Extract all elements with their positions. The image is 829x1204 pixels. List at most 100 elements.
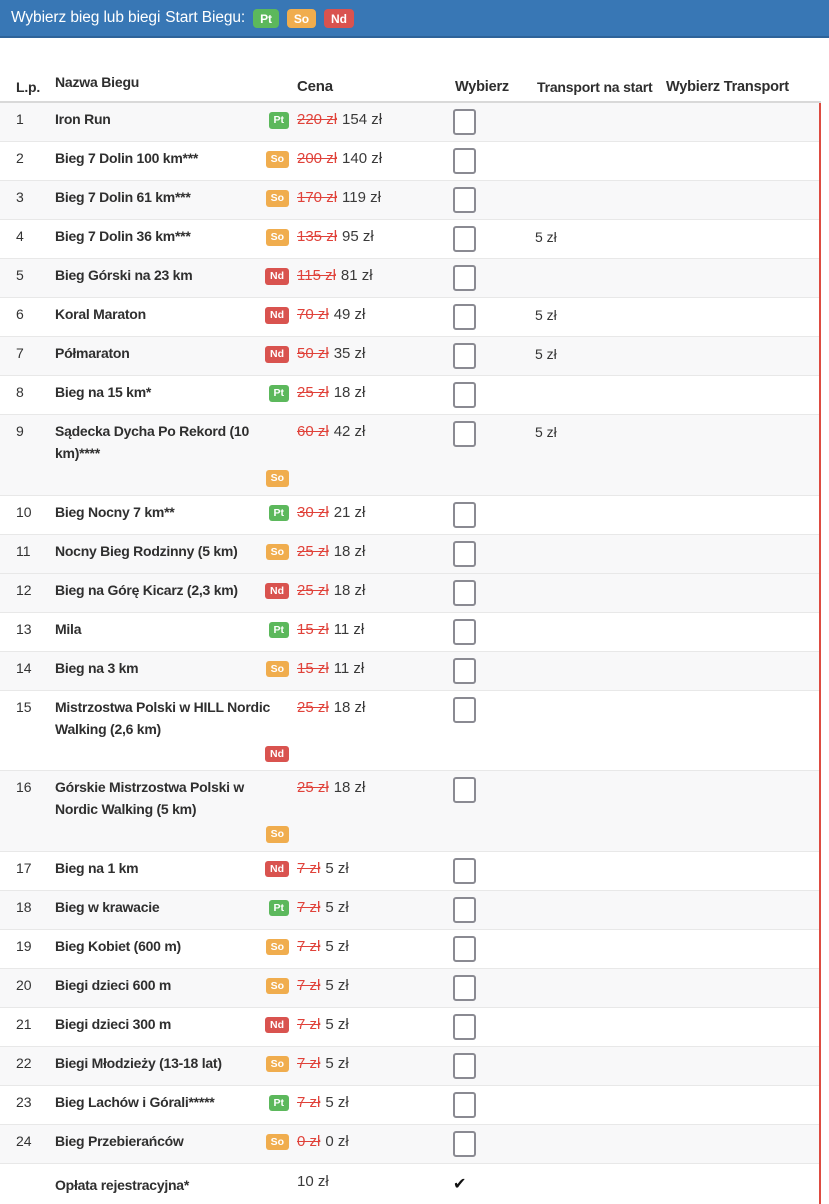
- select-race-checkbox[interactable]: [453, 109, 476, 135]
- select-race-checkbox[interactable]: [453, 187, 476, 213]
- transport-select-cell: [666, 852, 821, 890]
- current-price: 21 zł: [333, 503, 366, 521]
- select-race-checkbox[interactable]: [453, 226, 476, 252]
- race-name: Bieg Przebierańców: [55, 1132, 184, 1149]
- transport-price: [535, 574, 666, 612]
- select-race-checkbox[interactable]: [453, 382, 476, 408]
- race-row: 15 Mistrzostwa Polski w HILL Nordic Walki…: [0, 689, 821, 771]
- transport-price: [535, 930, 666, 968]
- transport-price: [535, 771, 666, 851]
- price-cell: 25 zł 18 zł: [297, 574, 453, 612]
- select-race-checkbox[interactable]: [453, 304, 476, 330]
- current-price: 11 zł: [333, 659, 365, 677]
- day-badge-so: So: [286, 8, 317, 28]
- select-race-checkbox[interactable]: [453, 1052, 476, 1079]
- current-price: 154 zł: [342, 111, 383, 128]
- fee-price: 10 zł: [297, 1172, 329, 1190]
- race-row: 7 Półmaraton Nd 50 zł 35 zł 5 zł: [0, 336, 819, 375]
- race-name-cell: Bieg Nocny 7 km** Pt: [55, 496, 297, 534]
- transport-price: [535, 496, 666, 534]
- race-day-badge-pt: Pt: [268, 1094, 289, 1111]
- price-cell: 15 zł 11 zł: [297, 652, 453, 690]
- select-race-checkbox[interactable]: [453, 501, 476, 528]
- row-number: 7: [16, 345, 24, 361]
- transport-price: [535, 891, 666, 929]
- select-race-checkbox[interactable]: [453, 540, 476, 567]
- current-price: 119 zł: [342, 189, 381, 206]
- race-row: 3 Bieg 7 Dolin 61 km*** So 170 zł 119 zł: [0, 180, 819, 219]
- row-number: 5: [16, 267, 24, 283]
- select-race-checkbox[interactable]: [453, 896, 476, 923]
- race-day-badge-nd: Nd: [265, 307, 289, 324]
- current-price: 18 zł: [333, 542, 366, 560]
- race-name: Bieg na 15 km*: [55, 384, 152, 400]
- row-number: 11: [16, 542, 31, 559]
- select-race-checkbox[interactable]: [453, 1013, 476, 1040]
- transport-select-cell: [666, 1125, 821, 1163]
- transport-price: [535, 691, 666, 771]
- transport-select-cell: [666, 691, 821, 771]
- race-name-cell: Półmaraton Nd: [55, 337, 297, 375]
- select-race-checkbox[interactable]: [453, 777, 476, 803]
- race-day-badge-so: So: [265, 977, 289, 994]
- old-price: 7 zł: [297, 1015, 321, 1033]
- select-race-checkbox[interactable]: [453, 935, 476, 962]
- price-cell: 50 zł 35 zł: [297, 337, 453, 375]
- race-name-cell: Bieg 7 Dolin 100 km*** So: [55, 142, 297, 180]
- transport-select-cell: [666, 1047, 821, 1085]
- transport-select-cell: [666, 771, 821, 851]
- row-number: 17: [16, 859, 32, 876]
- select-race-checkbox[interactable]: [453, 1130, 476, 1157]
- row-number: 4: [16, 228, 24, 244]
- race-name-cell: Bieg 7 Dolin 36 km*** So: [55, 220, 297, 258]
- old-price: 7 zł: [297, 1054, 321, 1072]
- price-cell: 70 zł 49 zł: [297, 298, 453, 336]
- row-number: 23: [16, 1093, 32, 1110]
- select-cell: [453, 1086, 535, 1124]
- registration-fee-row: Opłata rejestracyjna* 10 zł ✔: [0, 1162, 819, 1204]
- price-cell: 25 zł 18 zł: [297, 376, 453, 414]
- race-day-badge-so: So: [265, 938, 289, 955]
- select-race-checkbox[interactable]: [453, 148, 476, 174]
- column-header-wybierz-transport: Wybierz Transport: [666, 79, 789, 95]
- current-price: 5 zł: [325, 937, 349, 955]
- race-name-cell: Bieg Kobiet (600 m) So: [55, 930, 297, 968]
- price-cell: 25 zł 18 zł: [297, 535, 453, 573]
- checkmark-icon: ✔: [453, 1175, 467, 1193]
- race-day-badge-so: So: [265, 151, 289, 168]
- select-cell: [453, 969, 535, 1007]
- transport-select-cell: [666, 220, 821, 258]
- transport-price: 5 zł: [535, 424, 557, 440]
- select-race-checkbox[interactable]: [453, 696, 476, 723]
- select-race-checkbox[interactable]: [453, 579, 476, 606]
- price-cell: 7 zł 5 zł: [297, 930, 453, 968]
- race-name-cell: Bieg na 3 km So: [55, 652, 297, 690]
- race-name-cell: Bieg na 15 km* Pt: [55, 376, 297, 414]
- race-name: Bieg Kobiet (600 m): [55, 937, 181, 954]
- race-name: Bieg Górski na 23 km: [55, 267, 193, 283]
- race-day-badge-so: So: [265, 1055, 289, 1072]
- old-price: 25 zł: [297, 542, 329, 560]
- race-row: 13 Mila Pt 15 zł 11 zł: [0, 611, 819, 651]
- select-cell: [453, 1008, 535, 1046]
- old-price: 170 zł: [297, 189, 338, 206]
- select-race-checkbox[interactable]: [453, 343, 476, 369]
- transport-price: [535, 969, 666, 1007]
- select-race-checkbox[interactable]: [453, 1091, 476, 1118]
- transport-price: [535, 142, 666, 180]
- race-name: Mila: [55, 620, 82, 637]
- select-race-checkbox[interactable]: [453, 657, 476, 684]
- select-race-checkbox[interactable]: [453, 265, 476, 291]
- current-price: 18 zł: [333, 779, 366, 796]
- race-day-badge-so: So: [265, 826, 289, 843]
- race-row: 9 Sądecka Dycha Po Rekord (10 km)**** So 60…: [0, 414, 819, 495]
- old-price: 200 zł: [297, 150, 338, 167]
- race-name: Biegi Młodzieży (13-18 lat): [55, 1054, 222, 1071]
- race-row: 11 Nocny Bieg Rodzinny (5 km) So 25 zł 18 zł: [0, 533, 819, 573]
- fee-name: Opłata rejestracyjna*: [55, 1176, 190, 1193]
- select-race-checkbox[interactable]: [453, 421, 476, 447]
- select-race-checkbox[interactable]: [453, 974, 476, 1001]
- select-race-checkbox[interactable]: [453, 618, 476, 645]
- transport-price: 5 zł: [535, 307, 557, 323]
- select-race-checkbox[interactable]: [453, 857, 476, 884]
